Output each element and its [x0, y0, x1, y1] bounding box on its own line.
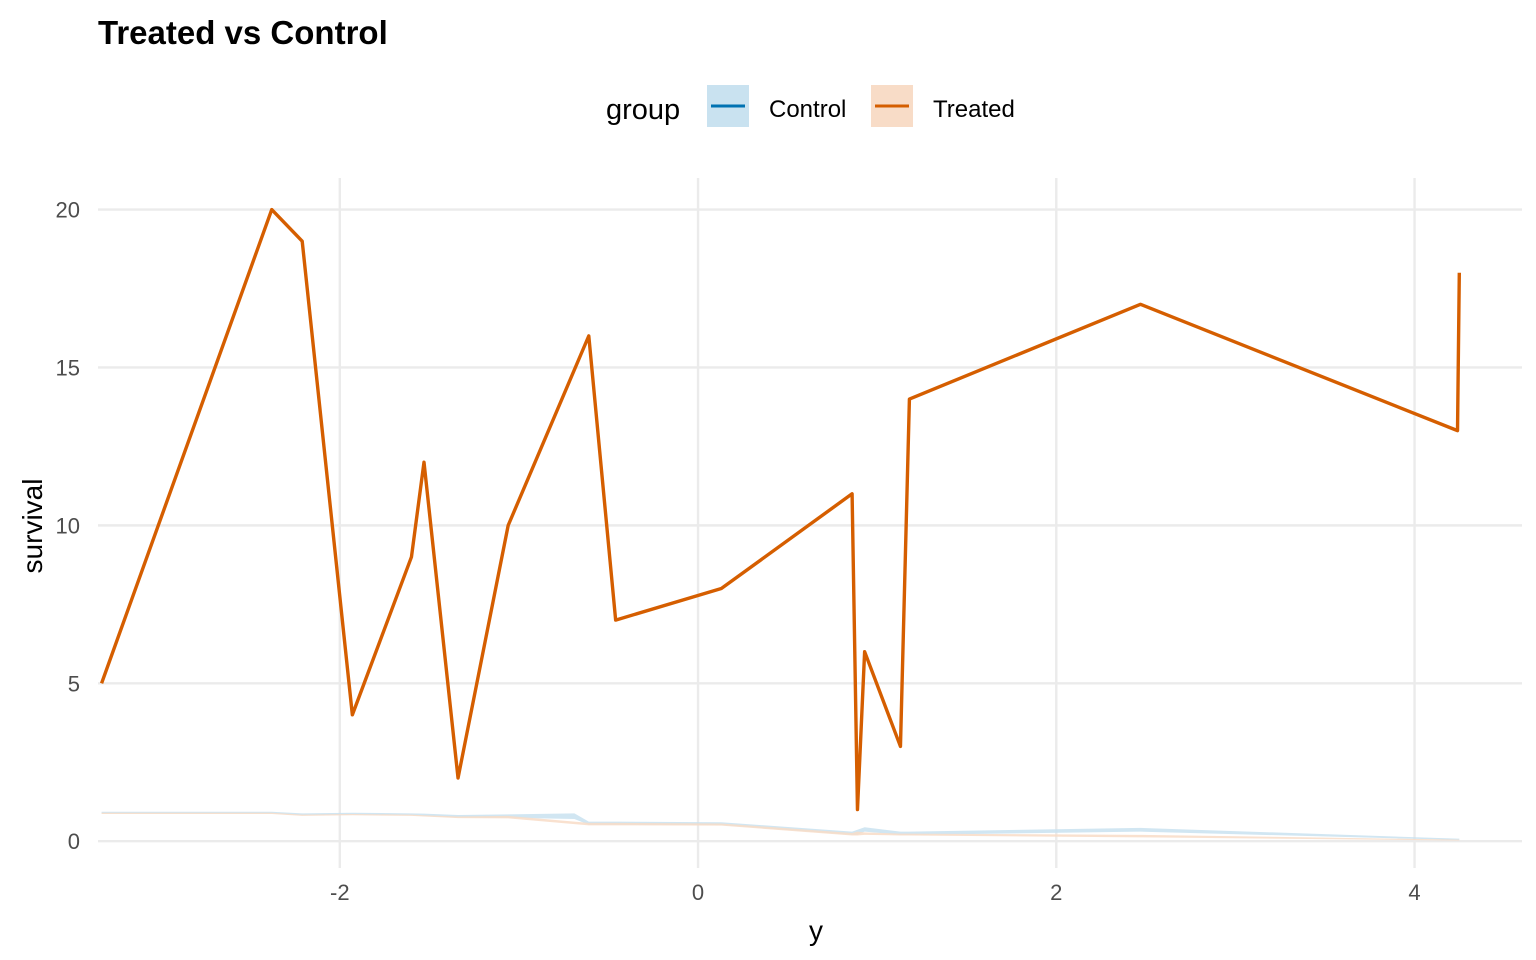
x-tick-label: 4 [1408, 880, 1420, 905]
legend-entry-control: Control [707, 85, 846, 127]
y-tick-label: 15 [56, 355, 80, 380]
legend: group Control Treated [606, 85, 1015, 127]
y-axis-ticks: 0 5 10 15 20 [56, 198, 80, 855]
ribbon-control [101, 811, 1460, 840]
x-tick-label: 2 [1050, 880, 1062, 905]
grid [98, 178, 1522, 868]
y-tick-label: 0 [68, 829, 80, 854]
series-lines [99, 207, 1462, 812]
legend-label-treated: Treated [933, 96, 1015, 123]
y-tick-label: 20 [56, 198, 80, 223]
ribbon-treated [101, 812, 1460, 841]
legend-entry-treated: Treated [871, 85, 1015, 127]
x-axis-ticks: -2 0 2 4 [330, 880, 1421, 905]
confidence-ribbons [101, 811, 1460, 841]
x-tick-label: -2 [330, 880, 350, 905]
y-tick-label: 5 [68, 671, 80, 696]
legend-label-control: Control [769, 96, 846, 123]
x-tick-label: 0 [692, 880, 704, 905]
chart-title: Treated vs Control [98, 14, 388, 51]
line-treated [99, 207, 1462, 812]
y-axis-title: survival [17, 479, 48, 574]
x-axis-title: y [809, 915, 823, 946]
y-tick-label: 10 [56, 513, 80, 538]
legend-title: group [606, 94, 680, 126]
